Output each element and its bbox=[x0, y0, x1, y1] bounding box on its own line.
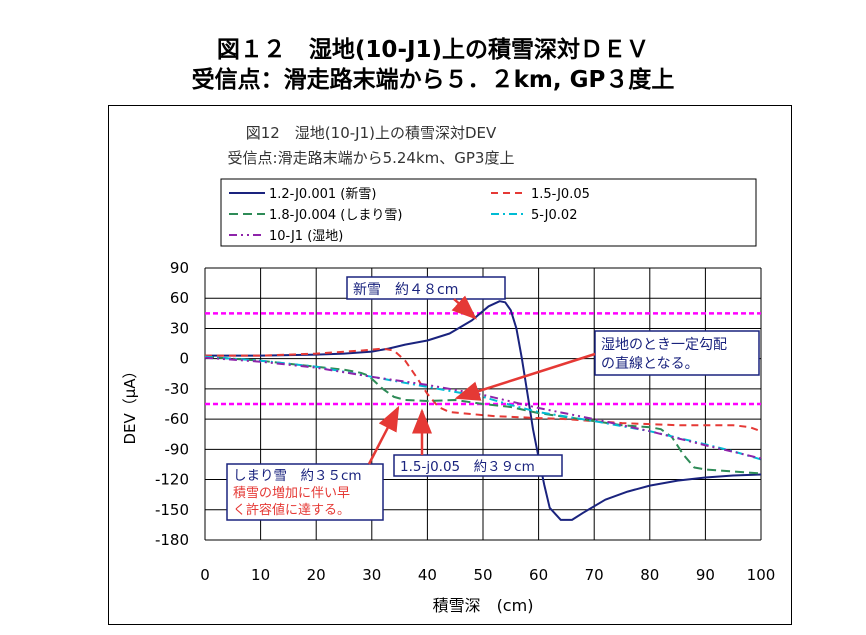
annotation-shinsetsu: 新雪 約４８cm bbox=[353, 282, 458, 298]
x-tick-label: 70 bbox=[585, 566, 604, 584]
x-tick-label: 90 bbox=[696, 566, 715, 584]
y-tick-label: -90 bbox=[165, 440, 190, 458]
legend-label-1: 1.5-J0.05 bbox=[531, 187, 590, 202]
annotation-arrow-shimari bbox=[367, 405, 400, 465]
x-tick-label: 10 bbox=[251, 566, 270, 584]
y-tick-label: 30 bbox=[170, 319, 189, 337]
annotation-box-15j005 bbox=[393, 454, 563, 477]
x-tick-label: 40 bbox=[418, 566, 437, 584]
series-line-2 bbox=[204, 355, 762, 475]
x-tick-label: 20 bbox=[307, 566, 326, 584]
annotation-shimari-note: 積雪の増加に伴い早 く許容値に達する。 bbox=[233, 486, 354, 518]
tick-labels: 0 10 20 30 40 50 60 70 80 90 100 90 60 30 0 -30 -60 -90 -1… bbox=[155, 259, 775, 584]
x-tick-label: 30 bbox=[362, 566, 381, 584]
annotation-shimari-note-line2: く許容値に達する。 bbox=[233, 502, 350, 518]
annotation-15j005: 1.5-j0.05 約３９cm bbox=[400, 459, 535, 475]
page-subtitle: 受信点：滑走路末端から５．２km, GP３度上 bbox=[191, 67, 675, 93]
x-tick-label: 50 bbox=[473, 566, 492, 584]
annotation-arrow-shitchi bbox=[454, 352, 596, 401]
y-tick-label: 0 bbox=[179, 350, 189, 368]
series-lines bbox=[204, 300, 762, 521]
annotation-box-shimari bbox=[226, 463, 384, 521]
annotation-shimari-note-line1: 積雪の増加に伴い早 bbox=[233, 486, 350, 501]
y-tick-label: -120 bbox=[155, 471, 189, 489]
legend-label-3: 5-J0.02 bbox=[531, 208, 577, 223]
series-line-1 bbox=[205, 347, 762, 433]
chart-frame: 図12 湿地(10-J1)上の積雪深対DEV 受信点:滑走路末端から5.24km… bbox=[108, 105, 792, 625]
annotation-shimari: しまり雪 約３５cm bbox=[233, 468, 362, 484]
legend: 1.2-J0.001 (新雪) 1.5-J0.05 1.8-J0.004 (しまり雪… bbox=[220, 178, 757, 247]
x-tick-label: 100 bbox=[747, 566, 776, 584]
chart-svg: 図12 湿地(10-J1)上の積雪深対DEV 受信点:滑走路末端から5.24km… bbox=[121, 124, 775, 615]
chart-subtitle: 受信点:滑走路末端から5.24km、GP3度上 bbox=[228, 149, 515, 167]
annotation-shitchi-line1: 湿地のとき一定勾配 bbox=[601, 337, 727, 353]
y-tick-label: -180 bbox=[155, 531, 189, 549]
chart-title: 図12 湿地(10-J1)上の積雪深対DEV bbox=[246, 124, 497, 142]
legend-label-2: 1.8-J0.004 (しまり雪) bbox=[269, 208, 402, 223]
annotation-box-shinsetsu bbox=[346, 276, 506, 300]
x-axis-label: 積雪深 (cm) bbox=[433, 596, 534, 615]
annotations: 新雪 約４８cm 湿地のとき一定勾配 の直線となる。 しまり雪 約３５cm 積雪… bbox=[226, 276, 760, 521]
annotation-shitchi: 湿地のとき一定勾配 の直線となる。 bbox=[601, 337, 731, 372]
x-tick-label: 80 bbox=[640, 566, 659, 584]
legend-label-0: 1.2-J0.001 (新雪) bbox=[269, 186, 376, 202]
y-tick-label: -60 bbox=[165, 410, 190, 428]
annotation-box-shitchi bbox=[594, 330, 760, 376]
y-tick-label: -30 bbox=[165, 380, 190, 398]
page-title: 図１２ 湿地(10-J1)上の積雪深対ＤＥＶ bbox=[216, 37, 650, 63]
annotation-shitchi-line2: の直線となる。 bbox=[601, 355, 699, 372]
y-tick-label: 60 bbox=[170, 289, 189, 307]
y-tick-label: 90 bbox=[170, 259, 189, 277]
x-tick-label: 60 bbox=[529, 566, 548, 584]
annotation-arrow-shinsetsu bbox=[451, 295, 477, 320]
legend-box bbox=[220, 178, 757, 247]
y-tick-label: -150 bbox=[155, 501, 189, 519]
reference-lines bbox=[205, 312, 761, 406]
x-tick-label: 0 bbox=[200, 566, 210, 584]
y-axis-label: DEV（μA） bbox=[121, 363, 139, 444]
legend-label-4: 10-J1 (湿地) bbox=[269, 229, 343, 244]
